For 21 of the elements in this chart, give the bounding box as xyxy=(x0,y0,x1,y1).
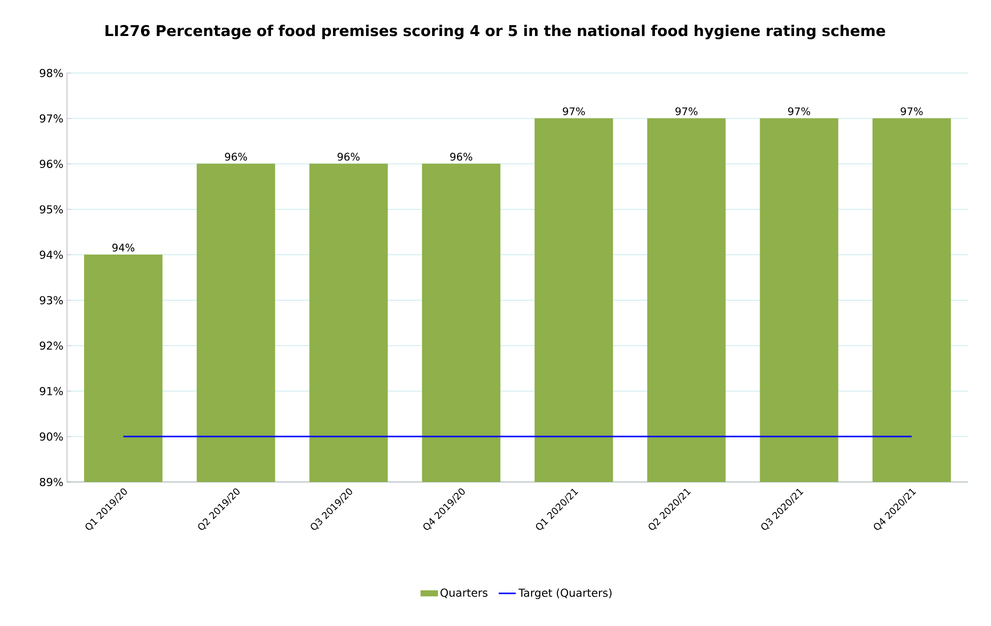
data-label: 96% xyxy=(338,152,360,161)
y-tick-label: 92% xyxy=(40,342,63,350)
legend-label: Target (Quarters) xyxy=(518,588,612,600)
data-label: 96% xyxy=(224,152,247,161)
data-label: 97% xyxy=(562,107,585,116)
y-tick-label: 89% xyxy=(40,478,63,486)
y-tick-label: 97% xyxy=(40,114,63,123)
y-tick-label: 94% xyxy=(40,250,63,259)
y-tick-label: 95% xyxy=(40,205,63,214)
data-label: 97% xyxy=(900,107,923,116)
chart-title: LI276 Percentage of food premises scoring 4 or 5 in the national food hygiene rating scheme xyxy=(106,24,886,40)
data-label: 96% xyxy=(450,152,472,161)
data-label: 97% xyxy=(788,107,810,116)
y-tick-label: 93% xyxy=(40,296,63,304)
y-tick-label: 91% xyxy=(40,386,63,396)
data-label: 97% xyxy=(675,107,698,116)
y-tick-label: 96% xyxy=(40,160,63,168)
y-tick-label: 98% xyxy=(40,68,63,78)
data-label: 94% xyxy=(112,244,134,252)
y-tick-label: 90% xyxy=(40,432,63,441)
legend-label: Quarters xyxy=(440,588,488,598)
